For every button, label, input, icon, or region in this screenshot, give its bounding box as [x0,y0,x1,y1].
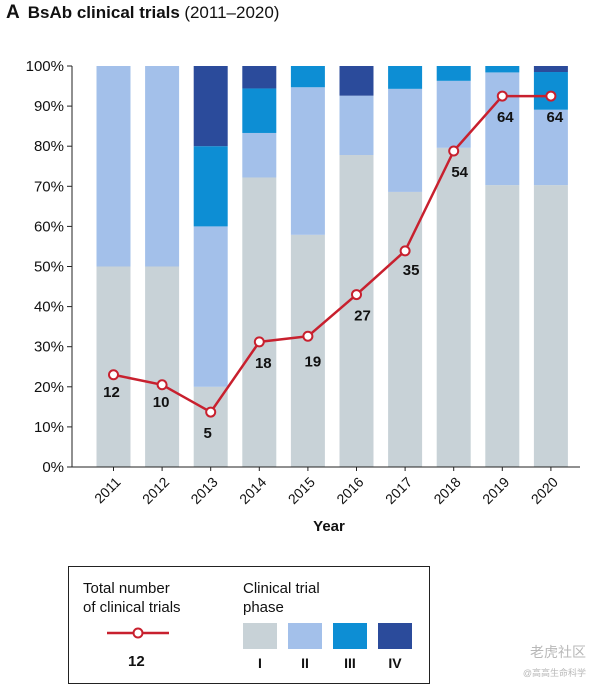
bar-segment-phase-II-2015 [290,87,325,235]
bar-segment-phase-IV-2014 [242,66,277,89]
y-tick-label: 70% [34,178,64,195]
watermark-text: 老虎社区 [530,644,586,660]
chart-title: A BsAb clinical trials (2011–2020) [6,2,279,24]
bar-segment-phase-IV-2016 [339,66,374,96]
bar-segment-phase-III-2014 [242,88,277,133]
total-trials-label-2020: 64 [547,109,564,126]
total-trials-marker-2011 [108,369,119,381]
total-trials-label-2016: 27 [354,308,371,325]
bar-segment-phase-I-2016 [339,155,374,467]
total-trials-label-2015: 19 [305,353,322,370]
total-trials-label-2011: 12 [103,384,120,401]
bar-segment-phase-I-2011 [96,266,131,467]
bar-segment-phase-II-2012 [145,66,180,267]
total-trials-line [113,94,551,414]
legend-total-label-line2: of clinical trials [83,599,181,616]
x-tick-label: 2020 [528,474,561,507]
legend-total-label: Total number of clinical trials [83,579,181,617]
x-axis-title: Year [313,518,345,535]
y-tick-label: 10% [34,419,64,436]
legend-total-label-line1: Total number [83,580,170,597]
x-tick-label: 2018 [430,474,463,507]
total-trials-marker-2014 [253,336,265,348]
y-tick-label: 80% [34,138,64,155]
total-trials-marker-2018 [448,145,460,157]
total-trials-label-2019: 64 [497,109,514,126]
bar-segment-phase-III-2018 [436,66,471,81]
bar-segment-phase-II-2011 [96,66,131,267]
bar-segment-phase-IV-2020 [533,66,568,73]
legend-line-sample [107,627,169,639]
legend-total-example: 12 [128,653,145,670]
legend-swatch-phase-4 [378,623,412,649]
bar-segment-phase-III-2015 [290,66,325,88]
y-tick-label: 0% [42,459,64,476]
bar-segment-phase-II-2016 [339,95,374,156]
bar-segment-phase-I-2017 [388,191,423,467]
legend-swatch-phase-2 [288,623,322,649]
x-tick-label: 2016 [333,474,366,507]
bar-segment-phase-II-2017 [388,88,423,192]
bar-segment-phase-II-2020 [533,109,568,186]
legend-phase-3-label: III [344,655,356,671]
total-trials-marker-2020 [545,90,557,102]
y-tick-label: 100% [26,58,64,75]
bar-segment-phase-I-2019 [485,185,520,468]
total-trials-marker-2019 [496,90,508,102]
legend-phase-1-label: I [258,655,262,671]
legend-swatch-phase-3 [333,623,367,649]
bar-segment-phase-I-2012 [145,266,180,467]
y-tick-label: 60% [34,218,64,235]
legend-line-marker [132,627,144,639]
bar-segment-phase-I-2015 [290,234,325,467]
total-trials-label-2017: 35 [403,262,420,279]
legend-phase-label: Clinical trial phase [243,579,320,617]
bar-segment-phase-II-2019 [485,72,520,186]
legend-phase-label-line1: Clinical trial [243,580,320,597]
bar-segment-phase-I-2018 [436,147,471,467]
total-trials-marker-2017 [399,245,411,257]
total-trials-marker-2015 [302,330,314,342]
legend-phase-label-line2: phase [243,599,284,616]
y-tick-label: 50% [34,259,64,276]
bar-segment-phase-II-2013 [193,226,228,387]
bar-segment-phase-I-2020 [533,185,568,468]
x-tick-label: 2011 [91,474,124,507]
bar-segment-phase-II-2014 [242,132,277,178]
x-tick-label: 2017 [382,474,415,507]
legend-phase-4-label: IV [388,655,402,671]
legend-swatch-phase-1 [243,623,277,649]
x-tick-label: 2012 [139,474,172,507]
total-trials-label-2012: 10 [153,394,170,411]
title-subtitle: (2011–2020) [184,3,280,22]
bar-segment-phase-III-2013 [193,146,228,227]
bar-segment-phase-I-2014 [242,177,277,467]
title-main: BsAb clinical trials [27,3,180,22]
x-tick-label: 2014 [236,474,269,507]
watermark-subtext: @高高生命科学 [522,668,586,678]
bar-segment-phase-III-2019 [485,66,520,73]
bar-segment-phase-IV-2013 [193,66,228,147]
panel-letter: A [6,2,20,23]
total-trials-label-2014: 18 [255,355,272,372]
legend: Total number of clinical trials 12 Clini… [68,566,430,684]
bar-segment-phase-III-2017 [388,66,423,89]
total-trials-label-2018: 54 [451,164,468,181]
total-trials-marker-2013 [205,406,217,418]
y-tick-label: 40% [34,299,64,316]
stacked-bar-chart: 0% 10% 20% 30% 40% 50% 60% 70% 80% 90% 100% 2011 201… [26,58,580,535]
x-tick-label: 2019 [479,474,512,507]
x-tick-label: 2015 [285,474,318,507]
total-trials-marker-2016 [351,289,362,301]
legend-phase-2-label: II [301,655,309,671]
total-trials-marker-2012 [156,379,168,391]
x-tick-label: 2013 [187,474,220,507]
y-tick-label: 30% [34,339,64,356]
y-tick-label: 90% [34,98,64,115]
total-trials-label-2013: 5 [204,425,212,442]
bar-segment-phase-I-2013 [193,386,228,467]
y-tick-label: 20% [34,379,64,396]
